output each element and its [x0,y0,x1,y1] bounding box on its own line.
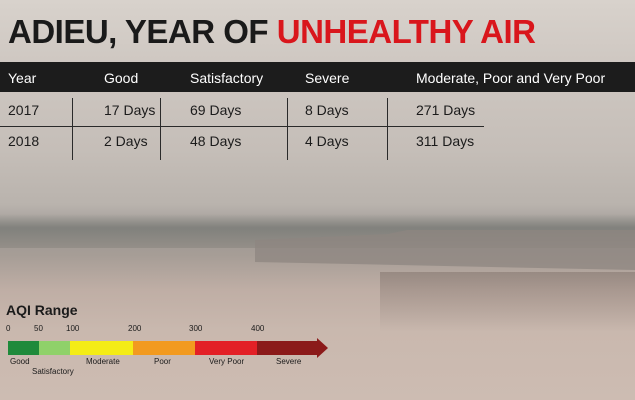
cell-moderate-2017: 271 Days [416,102,476,118]
header-moderate-poor-very-poor: Moderate, Poor and Very Poor [416,70,606,86]
aqi-tick-300: 300 [189,324,203,333]
cell-good-2017: 17 Days [104,102,156,118]
aqi-band-very-poor [195,341,257,355]
aqi-tick-200: 200 [128,324,142,333]
cell-good-2018: 2 Days [104,133,148,149]
header-year: Year [8,70,37,86]
aqi-label-very-poor: Very Poor [209,357,245,366]
cell-severe-2017: 8 Days [305,102,349,118]
aqi-label-severe: Severe [276,357,302,366]
cell-satisfactory-2017: 69 Days [190,102,242,118]
aqi-band-satisfactory [39,341,70,355]
aqi-tick-0: 0 [6,324,11,333]
cell-year-2017: 2017 [8,102,40,118]
cell-satisfactory-2018: 48 Days [190,133,242,149]
table-header-bar [0,62,635,92]
aqi-band-moderate [70,341,133,355]
column-divider [287,98,288,160]
aqi-label-moderate: Moderate [86,357,120,366]
aqi-tick-400: 400 [251,324,265,333]
photo-water-reflection [380,272,635,332]
aqi-arrow-head [317,338,328,358]
aqi-label-satisfactory: Satisfactory [32,367,74,376]
header-good: Good [104,70,139,86]
column-divider [387,98,388,160]
aqi-label-poor: Poor [154,357,171,366]
aqi-band-poor [133,341,195,355]
cell-year-2018: 2018 [8,133,40,149]
header-satisfactory: Satisfactory [190,70,264,86]
cell-severe-2018: 4 Days [305,133,349,149]
aqi-tick-50: 50 [34,324,43,333]
column-divider [72,98,73,160]
cell-moderate-2018: 311 Days [416,133,475,149]
aqi-tick-100: 100 [66,324,80,333]
column-divider [160,98,161,160]
headline-part-black: ADIEU, YEAR OF [8,13,277,50]
aqi-label-good: Good [10,357,30,366]
row-divider [0,126,484,127]
header-severe: Severe [305,70,350,86]
headline-part-red: UNHEALTHY AIR [276,13,536,50]
aqi-band-severe [257,341,317,355]
headline: ADIEU, YEAR OF UNHEALTHY AIR [8,12,536,52]
aqi-range-title: AQI Range [6,302,78,318]
aqi-band-good [8,341,39,355]
